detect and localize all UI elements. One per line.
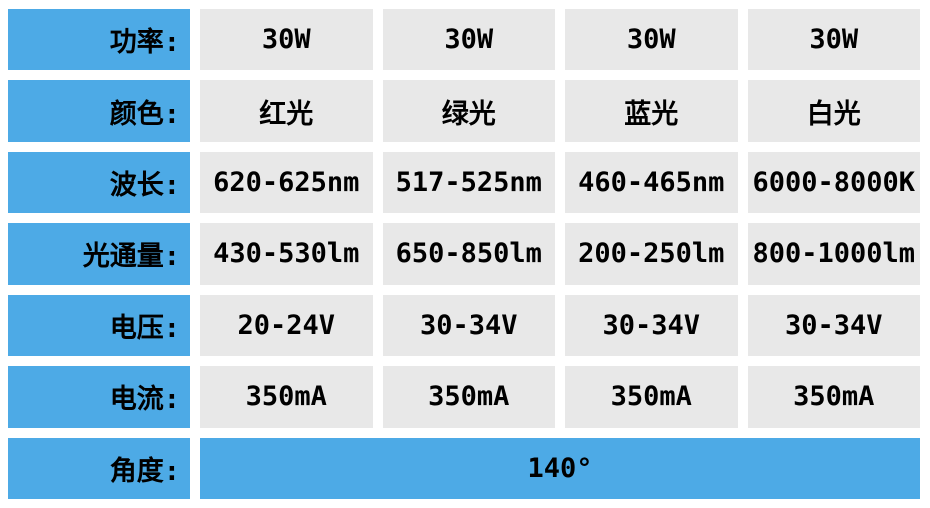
- voltage-value: 30-34V: [565, 294, 738, 357]
- row-label-voltage: 电压:: [8, 294, 190, 357]
- power-value: 30W: [200, 9, 373, 71]
- current-value: 350mA: [565, 366, 738, 428]
- wavelength-value: 460-465nm: [565, 151, 738, 214]
- row-label-current: 电流:: [8, 366, 190, 428]
- row-label-angle: 角度:: [8, 437, 190, 499]
- luminous-flux-value: 430-530lm: [200, 223, 373, 285]
- wavelength-value: 6000-8000K: [747, 151, 920, 214]
- color-value: 白光: [747, 80, 920, 142]
- luminous-flux-value: 800-1000lm: [747, 223, 920, 285]
- voltage-value: 30-34V: [747, 294, 920, 357]
- color-value: 红光: [200, 80, 373, 142]
- color-value: 蓝光: [565, 80, 738, 142]
- row-label-luminous-flux: 光通量:: [8, 223, 190, 285]
- current-value: 350mA: [200, 366, 373, 428]
- row-label-wavelength: 波长:: [8, 151, 190, 214]
- luminous-flux-value: 200-250lm: [565, 223, 738, 285]
- power-value: 30W: [747, 9, 920, 71]
- row-label-power: 功率:: [8, 9, 190, 71]
- row-label-color: 颜色:: [8, 80, 190, 142]
- angle-value: 140°: [200, 437, 920, 499]
- current-value: 350mA: [382, 366, 555, 428]
- wavelength-value: 517-525nm: [382, 151, 555, 214]
- voltage-value: 30-34V: [382, 294, 555, 357]
- power-value: 30W: [565, 9, 738, 71]
- color-value: 绿光: [382, 80, 555, 142]
- power-value: 30W: [382, 9, 555, 71]
- wavelength-value: 620-625nm: [200, 151, 373, 214]
- current-value: 350mA: [747, 366, 920, 428]
- voltage-value: 20-24V: [200, 294, 373, 357]
- luminous-flux-value: 650-850lm: [382, 223, 555, 285]
